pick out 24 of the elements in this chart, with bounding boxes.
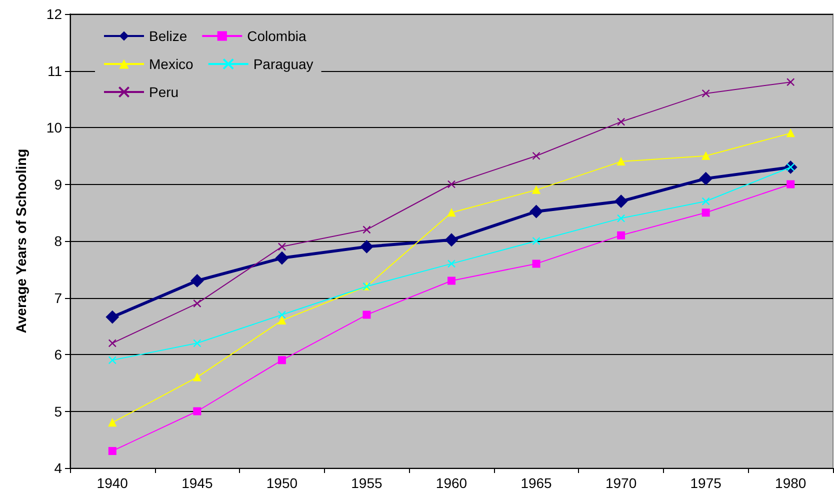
y-tick-label: 5 (54, 403, 62, 420)
legend-label: Belize (149, 28, 188, 44)
y-tick-label: 6 (54, 346, 62, 362)
x-tick-label: 1970 (605, 475, 637, 491)
y-tick-label: 10 (46, 120, 62, 136)
y-axis-title: Average Years of Schooling (13, 148, 29, 334)
legend-label: Paraguay (253, 56, 314, 72)
y-tick-label: 4 (54, 460, 62, 476)
x-tick-label: 1980 (775, 475, 806, 491)
x-tick-label: 1960 (436, 475, 468, 491)
x-tick-label: 1945 (182, 475, 213, 491)
x-tick-label: 1965 (520, 475, 552, 491)
x-tick-label: 1940 (96, 475, 128, 491)
y-tick-label: 11 (47, 62, 62, 79)
legend-label: Peru (149, 84, 179, 100)
x-tick-label: 1955 (351, 475, 382, 491)
legend-label: Mexico (149, 56, 194, 72)
legend-label: Colombia (247, 28, 306, 44)
x-tick-label: 1975 (690, 475, 722, 491)
y-tick-label: 12 (46, 6, 62, 22)
x-tick-label: 1950 (266, 475, 298, 491)
y-tick-label: 9 (54, 176, 62, 192)
y-tick-label: 8 (54, 233, 62, 249)
y-tick-label: 7 (54, 290, 62, 306)
